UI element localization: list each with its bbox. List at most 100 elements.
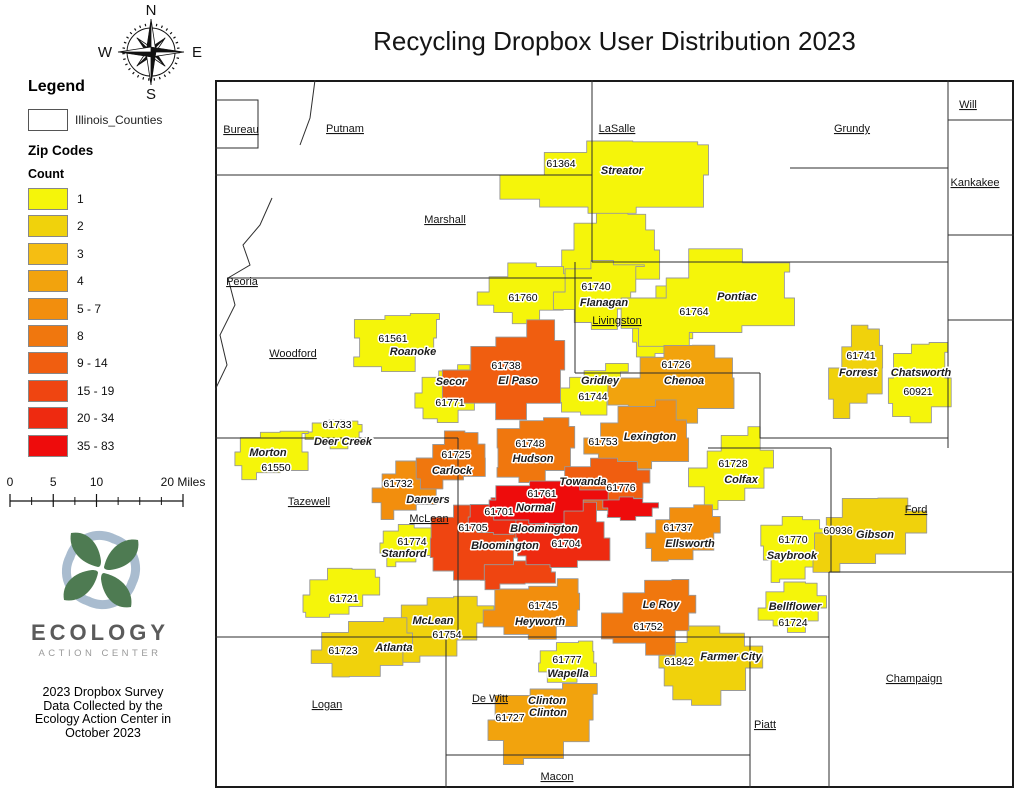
legend-class-row: 35 - 83	[28, 434, 208, 457]
county-label: Tazewell	[288, 496, 330, 508]
zip-code-label: 61561	[378, 333, 407, 345]
city-label: Ellsworth	[665, 538, 715, 550]
city-label: Streator	[601, 165, 644, 177]
city-label: Bloomington	[471, 540, 539, 552]
city-label: Le Roy	[643, 599, 681, 611]
zip-code-label: 61741	[846, 350, 875, 362]
zip-region	[379, 524, 440, 568]
zip-code-label: 61723	[328, 645, 357, 657]
ecology-logo-flower	[61, 530, 141, 610]
zip-code-label: 61728	[718, 458, 747, 470]
city-label: Forrest	[839, 367, 878, 379]
zip-region	[310, 617, 413, 678]
zip-code-label: 61760	[508, 292, 537, 304]
county-label: Peoria	[226, 276, 259, 288]
county-label: Putnam	[326, 123, 364, 135]
legend-class-list: 1 2 3 4 5 - 7 8 9 - 14 15 - 19 20 - 34 35 - 83	[28, 188, 208, 457]
logo-subtitle: ACTION CENTER	[38, 648, 162, 659]
legend-class-label: 35 - 83	[77, 438, 115, 453]
city-label: Carlock	[432, 465, 473, 477]
zip-region	[487, 683, 598, 765]
city-label: Danvers	[406, 494, 449, 506]
zip-code-label: 61754	[432, 629, 461, 641]
legend-class-label: 9 - 14	[77, 356, 108, 371]
city-label: Morton	[249, 447, 287, 459]
zip-code-label: 61550	[261, 462, 290, 474]
city-label: Stanford	[381, 548, 427, 560]
zip-code-label: 61721	[329, 593, 358, 605]
legend-class-swatch	[28, 324, 68, 347]
zip-region	[488, 480, 609, 524]
caption-line: October 2023	[65, 725, 141, 740]
county-label: McLean	[409, 513, 448, 525]
logo-leaf	[101, 573, 132, 608]
zip-region	[353, 312, 440, 373]
zip-region	[496, 417, 576, 484]
zip-region	[828, 324, 884, 419]
city-label: Clinton	[528, 695, 566, 707]
legend-class-label: 1	[77, 192, 84, 206]
zip-region	[620, 248, 795, 347]
legend-class-label: 3	[77, 246, 84, 261]
legend-class-swatch	[28, 297, 68, 320]
legend-class-row: 8	[28, 324, 208, 347]
city-label: Roanoke	[390, 346, 436, 358]
zip-code-label: 61752	[633, 621, 662, 633]
county-label: De Witt	[472, 693, 508, 705]
legend-class-label: 4	[77, 274, 84, 289]
county-label: Logan	[312, 699, 343, 711]
zip-code-label: 61725	[441, 449, 470, 461]
zip-code-label: 61737	[663, 522, 692, 534]
city-label: Flanagan	[580, 297, 629, 309]
city-label: Secor	[436, 376, 467, 388]
counties-label: Illinois_Counties	[75, 113, 163, 127]
legend-class-swatch	[28, 242, 68, 265]
county-label: Will	[959, 99, 977, 111]
city-label: Wapella	[547, 668, 588, 680]
legend-class-swatch	[28, 270, 68, 293]
zip-region	[538, 640, 597, 683]
zip-region	[658, 625, 764, 706]
legend-count-heading: Count	[28, 167, 65, 181]
zip-region	[607, 344, 735, 424]
zip-code-label: 61364	[546, 158, 575, 170]
zip-code-label: 61724	[778, 617, 807, 629]
zip-code-label: 61733	[322, 419, 351, 431]
city-label: Pontiac	[717, 291, 757, 303]
legend-class-swatch	[28, 215, 68, 238]
county-label: Bureau	[223, 124, 258, 136]
zip-code-label: 61842	[664, 656, 693, 668]
logo-leaf	[63, 570, 98, 601]
county-label: Champaign	[886, 673, 942, 685]
zip-code-label: 60921	[903, 386, 932, 398]
zip-code-label: 61776	[606, 482, 635, 494]
scale-bar: 0 5 10 20 Miles	[7, 475, 206, 507]
city-label: Heyworth	[515, 616, 565, 628]
city-label: Gridley	[581, 375, 620, 387]
compass-star	[117, 18, 185, 86]
logo-leaf	[70, 532, 101, 567]
zip-region	[757, 581, 827, 633]
zip-code-label: 61701	[484, 506, 513, 518]
county-boundary-line	[215, 99, 259, 149]
zip-code-label: 61726	[661, 359, 690, 371]
county-label: Kankakee	[951, 177, 1000, 189]
zip-region	[760, 515, 827, 583]
compass-west-label: W	[98, 44, 113, 61]
logo-leaf	[104, 539, 139, 570]
legend-class-swatch	[28, 352, 68, 375]
zip-region	[645, 504, 721, 562]
zip-region	[688, 426, 774, 511]
source-caption: 2023 Dropbox Survey Data Collected by th…	[8, 685, 198, 740]
city-label: Clinton	[529, 707, 567, 719]
city-label: Atlanta	[374, 642, 412, 654]
zip-code-label: 61745	[528, 600, 557, 612]
caption-line: Data Collected by the	[43, 698, 163, 713]
county-boundary-line	[214, 277, 236, 391]
caption-line: Ecology Action Center in	[34, 712, 172, 726]
scalebar-end-label: 20 Miles	[161, 475, 206, 489]
caption-line: 2023 Dropbox Survey	[42, 685, 164, 699]
compass-east-label: E	[192, 44, 202, 61]
illinois-map: Bureau Putnam LaSalle Grundy Will Kankakee Mar…	[214, 79, 1014, 788]
